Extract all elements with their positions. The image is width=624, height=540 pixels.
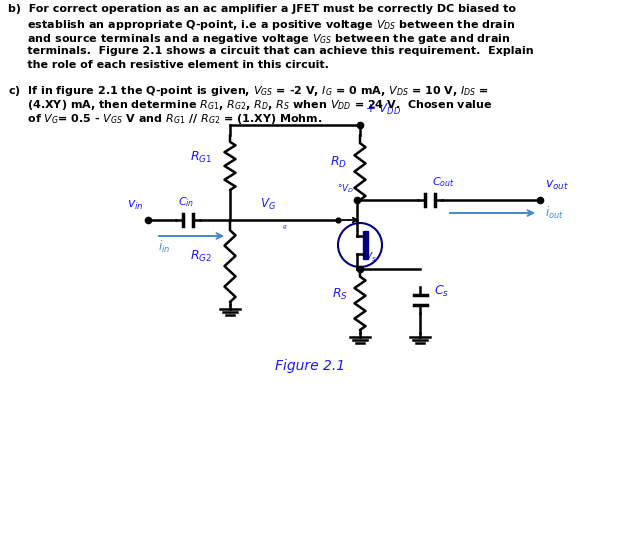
Text: $R_{G1}$: $R_{G1}$ xyxy=(190,150,212,165)
Text: terminals.  Figure 2.1 shows a circuit that can achieve this requirement.  Expla: terminals. Figure 2.1 shows a circuit th… xyxy=(8,46,534,56)
Text: $C_{out}$: $C_{out}$ xyxy=(432,175,455,189)
Text: $R_S$: $R_S$ xyxy=(332,287,348,302)
Text: and source terminals and a negative voltage $V_{GS}$ between the gate and drain: and source terminals and a negative volt… xyxy=(8,32,511,46)
Text: $C_s$: $C_s$ xyxy=(434,284,449,299)
Text: $+\ V_{DD}$: $+\ V_{DD}$ xyxy=(365,102,401,117)
Text: b)  For correct operation as an ac amplifier a JFET must be correctly DC biased : b) For correct operation as an ac amplif… xyxy=(8,4,516,14)
Text: $\degree V_D$: $\degree V_D$ xyxy=(337,183,354,195)
Text: $V_s$: $V_s$ xyxy=(364,250,377,264)
Text: $i_{in}$: $i_{in}$ xyxy=(158,239,170,255)
Text: $R_D$: $R_D$ xyxy=(330,155,347,170)
Text: establish an appropriate Q-point, i.e a positive voltage $V_{DS}$ between the dr: establish an appropriate Q-point, i.e a … xyxy=(8,18,515,32)
Text: $R_{G2}$: $R_{G2}$ xyxy=(190,248,212,264)
Text: c)  If in figure 2.1 the Q-point is given, $V_{GS}$ = -2 V, $I_G$ = 0 mA, $V_{DS: c) If in figure 2.1 the Q-point is given… xyxy=(8,84,489,98)
Text: of $V_G$= 0.5 - $V_{GS}$ V and $R_{G1}$ // $R_{G2}$ = (1.$\mathbf{XY}$) Mohm.: of $V_G$= 0.5 - $V_{GS}$ V and $R_{G1}$ … xyxy=(8,112,323,126)
Text: the role of each resistive element in this circuit.: the role of each resistive element in th… xyxy=(8,60,329,70)
Text: $V_G$: $V_G$ xyxy=(260,197,276,212)
Text: $v_{out}$: $v_{out}$ xyxy=(545,179,569,192)
Text: $i_{out}$: $i_{out}$ xyxy=(545,205,564,221)
Text: (4.$\mathbf{XY}$) mA, then determine $R_{G1}$, $R_{G2}$, $R_D$, $R_S$ when $V_{D: (4.$\mathbf{XY}$) mA, then determine $R_… xyxy=(8,98,492,112)
Bar xyxy=(363,231,368,259)
Text: Figure 2.1: Figure 2.1 xyxy=(275,359,345,373)
Text: $v_{in}$: $v_{in}$ xyxy=(127,199,144,212)
Text: $C_{in}$: $C_{in}$ xyxy=(178,195,194,209)
Text: $_g$: $_g$ xyxy=(282,223,288,232)
